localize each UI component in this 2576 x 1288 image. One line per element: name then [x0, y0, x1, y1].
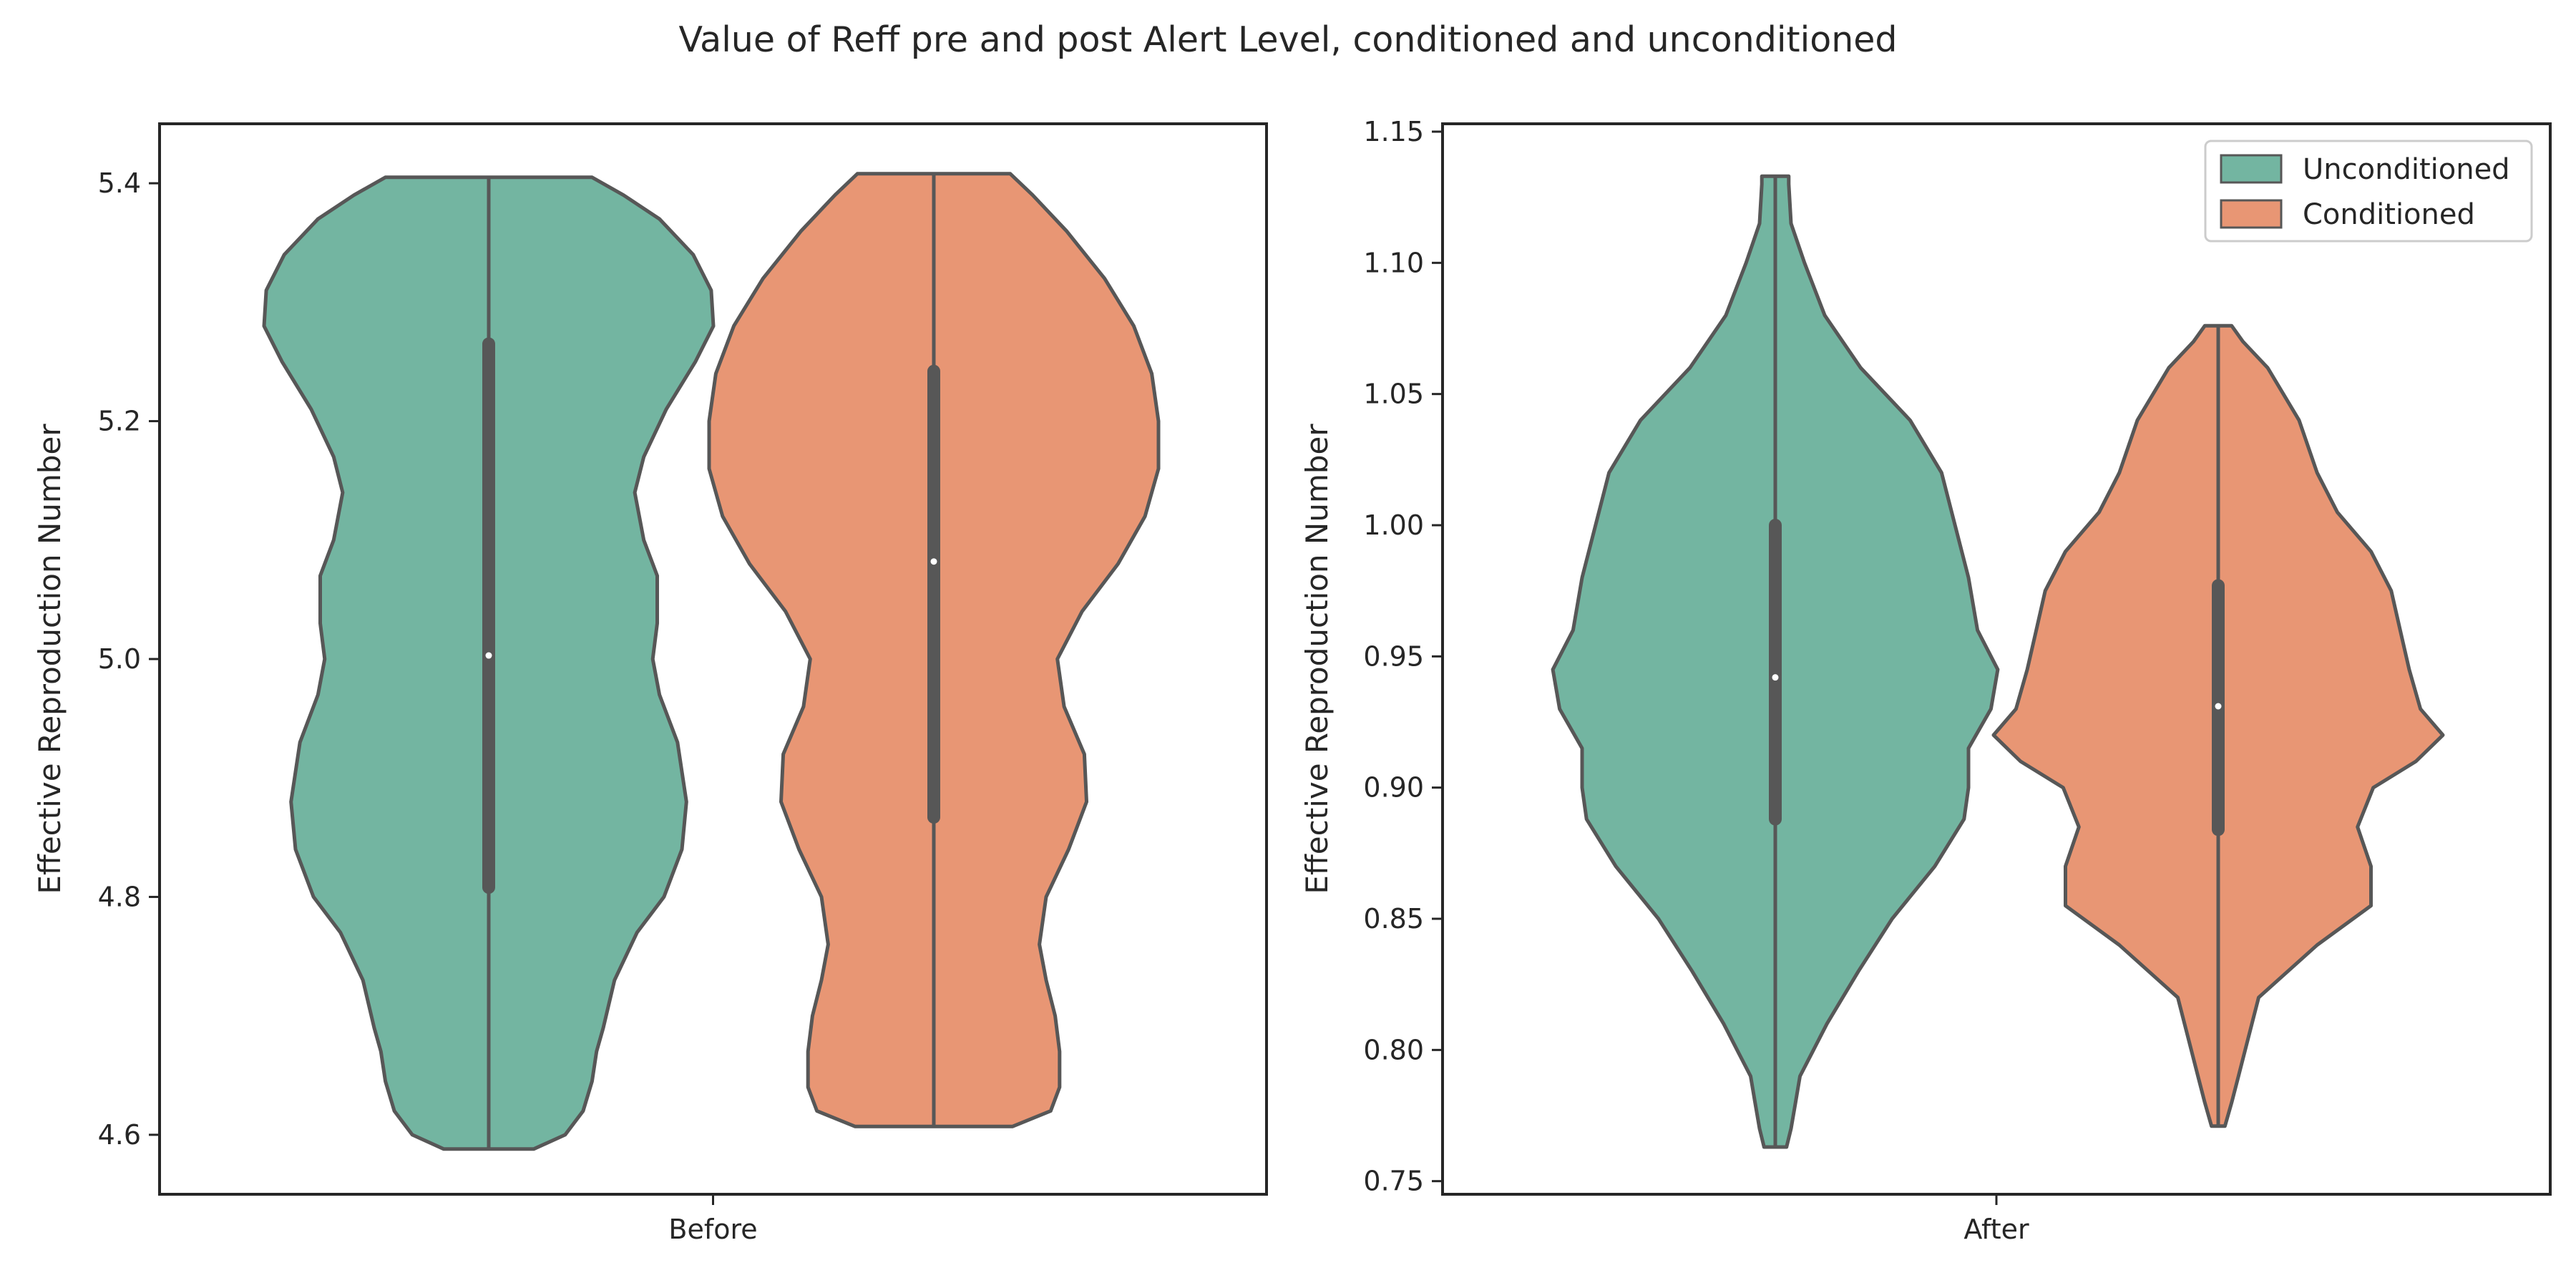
right-y-tick-label: 0.80 [1363, 1034, 1424, 1065]
legend-swatch-unconditioned [2220, 154, 2283, 184]
left-y-tick-label: 5.4 [98, 167, 141, 199]
right-y-axis: 0.75 0.80 0.85 0.90 0.95 1.00 1.05 1.10 1.15 [1363, 116, 1443, 1197]
left-y-axis: 4.6 4.8 5.0 5.2 5.4 [98, 167, 160, 1151]
right-y-tick-label: 0.90 [1363, 772, 1424, 804]
right-y-tick-label: 0.75 [1363, 1166, 1424, 1197]
legend-swatch-conditioned [2220, 199, 2283, 229]
legend: Unconditioned Conditioned [2204, 140, 2533, 243]
right-x-tick-label: After [1963, 1214, 2029, 1245]
left-violins [262, 172, 1161, 1151]
legend-label-conditioned: Conditioned [2303, 198, 2475, 231]
right-y-axis-label: Effective Reproduction Number [1299, 424, 1335, 894]
figure-title: Value of Reff pre and post Alert Level, … [678, 19, 1897, 60]
left-y-tick-label: 5.2 [98, 406, 141, 437]
left-x-tick-label: Before [668, 1214, 757, 1245]
left-chart-panel: 4.6 4.8 5.0 5.2 5.4 Before Effective Reprodu… [32, 122, 1268, 1245]
right-x-axis: After [1963, 1194, 2029, 1245]
left-y-axis-label: Effective Reproduction Number [32, 424, 67, 894]
right-y-tick-label: 1.15 [1363, 116, 1424, 147]
right-violins [1551, 174, 2445, 1149]
median-dot-right-conditioned [2215, 703, 2222, 710]
right-y-tick-label: 0.85 [1363, 903, 1424, 935]
left-y-tick-label: 4.8 [98, 881, 141, 912]
median-dot-left-conditioned [930, 558, 937, 565]
legend-label-unconditioned: Unconditioned [2303, 153, 2510, 186]
left-y-tick-label: 4.6 [98, 1119, 141, 1151]
right-y-tick-label: 1.00 [1363, 509, 1424, 541]
median-dot-right-unconditioned [1772, 674, 1779, 681]
right-y-tick-label: 1.10 [1363, 247, 1424, 278]
right-chart-panel: 0.75 0.80 0.85 0.90 0.95 1.00 1.05 1.10 1.15 Aft… [1299, 116, 2552, 1245]
legend-box [2204, 140, 2533, 243]
left-y-tick-label: 5.0 [98, 643, 141, 675]
right-y-tick-label: 1.05 [1363, 379, 1424, 410]
right-y-tick-label: 0.95 [1363, 640, 1424, 672]
median-dot-left-unconditioned [485, 652, 492, 659]
left-x-axis: Before [668, 1194, 758, 1245]
